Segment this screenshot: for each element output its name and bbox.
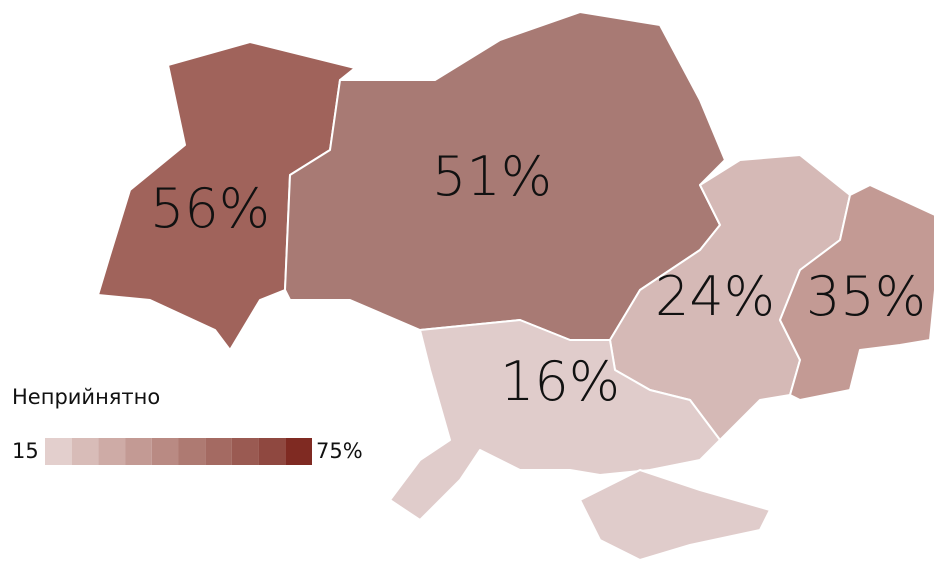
legend-max: 75% bbox=[316, 439, 363, 463]
legend-swatch bbox=[231, 438, 259, 465]
legend-swatch bbox=[178, 438, 206, 465]
labels: 56% 51% 24% 35% 16% bbox=[150, 145, 926, 413]
region bbox=[579, 469, 771, 561]
legend-swatch bbox=[98, 438, 126, 465]
legend-min: 15 bbox=[12, 439, 39, 463]
region bbox=[779, 184, 936, 401]
region-label: 16% bbox=[500, 350, 620, 413]
legend-swatch bbox=[258, 438, 286, 465]
region bbox=[97, 41, 356, 351]
region-label: 51% bbox=[432, 145, 552, 208]
region-label: 24% bbox=[655, 265, 775, 328]
legend-swatch bbox=[71, 438, 99, 465]
region-label: 35% bbox=[806, 265, 926, 328]
legend-title: Неприйнятно bbox=[12, 385, 160, 409]
legend-swatch bbox=[285, 438, 312, 465]
legend-swatch bbox=[45, 438, 72, 465]
legend-swatch bbox=[151, 438, 179, 465]
legend-swatch bbox=[205, 438, 232, 465]
region bbox=[389, 319, 721, 521]
region-label: 56% bbox=[150, 177, 270, 240]
legend-swatch bbox=[125, 438, 152, 465]
regions bbox=[97, 11, 936, 561]
